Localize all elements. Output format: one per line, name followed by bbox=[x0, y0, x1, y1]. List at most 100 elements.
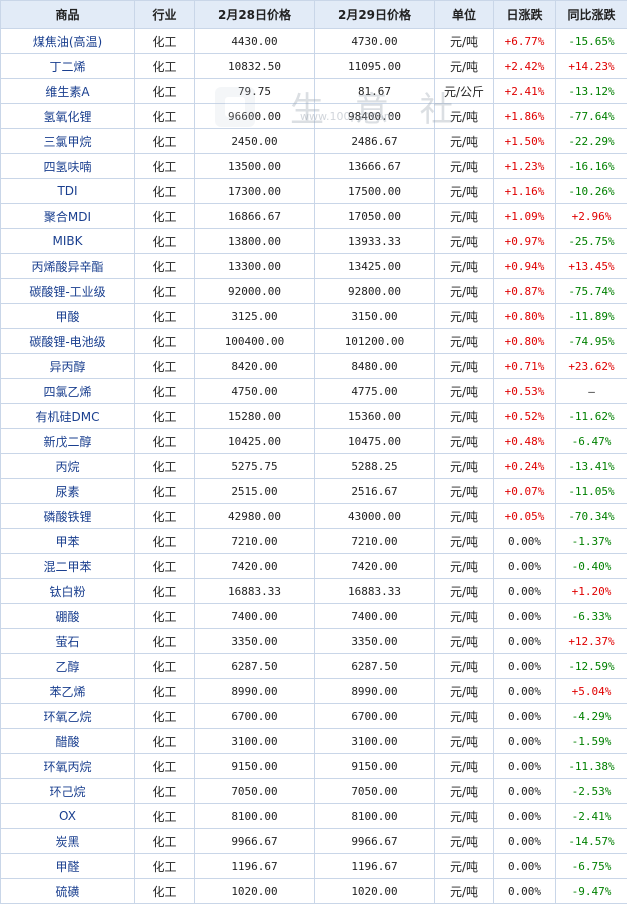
industry-cell: 化工 bbox=[134, 228, 195, 254]
table-row: 苯乙烯 化工 8990.00 8990.00 元/吨 0.00% +5.04% bbox=[0, 678, 627, 704]
product-name-link[interactable]: TDI bbox=[0, 178, 135, 204]
daily-change-cell: 0.00% bbox=[493, 553, 556, 579]
unit-cell: 元/吨 bbox=[434, 703, 494, 729]
yoy-change-cell: +5.04% bbox=[555, 678, 627, 704]
product-name-link[interactable]: 维生素A bbox=[0, 78, 135, 104]
header-price-feb28[interactable]: 2月28日价格 bbox=[194, 0, 315, 29]
industry-cell: 化工 bbox=[134, 453, 195, 479]
price-feb29-cell: 81.67 bbox=[314, 78, 435, 104]
unit-cell: 元/吨 bbox=[434, 128, 494, 154]
table-row: 四氯乙烯 化工 4750.00 4775.00 元/吨 +0.53% — bbox=[0, 378, 627, 404]
product-name-link[interactable]: 醋酸 bbox=[0, 728, 135, 754]
product-name-link[interactable]: 甲酸 bbox=[0, 303, 135, 329]
yoy-change-cell: -75.74% bbox=[555, 278, 627, 304]
product-name-link[interactable]: 甲苯 bbox=[0, 528, 135, 554]
price-feb29-cell: 10475.00 bbox=[314, 428, 435, 454]
product-name-link[interactable]: 丙烷 bbox=[0, 453, 135, 479]
product-name-link[interactable]: 萤石 bbox=[0, 628, 135, 654]
product-name-link[interactable]: 碳酸锂-电池级 bbox=[0, 328, 135, 354]
product-name-link[interactable]: 氢氧化锂 bbox=[0, 103, 135, 129]
price-feb28-cell: 17300.00 bbox=[194, 178, 315, 204]
unit-cell: 元/吨 bbox=[434, 453, 494, 479]
price-feb28-cell: 4750.00 bbox=[194, 378, 315, 404]
product-name-link[interactable]: 异丙醇 bbox=[0, 353, 135, 379]
industry-cell: 化工 bbox=[134, 328, 195, 354]
industry-cell: 化工 bbox=[134, 703, 195, 729]
header-daily-change[interactable]: 日涨跌 bbox=[493, 0, 556, 29]
product-name-link[interactable]: 混二甲苯 bbox=[0, 553, 135, 579]
daily-change-cell: +1.16% bbox=[493, 178, 556, 204]
product-name-link[interactable]: 苯乙烯 bbox=[0, 678, 135, 704]
product-name-link[interactable]: 聚合MDI bbox=[0, 203, 135, 229]
unit-cell: 元/吨 bbox=[434, 528, 494, 554]
industry-cell: 化工 bbox=[134, 528, 195, 554]
product-name-link[interactable]: 煤焦油(高温) bbox=[0, 28, 135, 54]
table-row: 萤石 化工 3350.00 3350.00 元/吨 0.00% +12.37% bbox=[0, 628, 627, 654]
product-name-link[interactable]: 四氢呋喃 bbox=[0, 153, 135, 179]
product-name-link[interactable]: 乙醇 bbox=[0, 653, 135, 679]
header-price-feb29[interactable]: 2月29日价格 bbox=[314, 0, 435, 29]
industry-cell: 化工 bbox=[134, 728, 195, 754]
price-feb29-cell: 13933.33 bbox=[314, 228, 435, 254]
table-row: 四氢呋喃 化工 13500.00 13666.67 元/吨 +1.23% -16.16% bbox=[0, 153, 627, 179]
product-name-link[interactable]: 丁二烯 bbox=[0, 53, 135, 79]
industry-cell: 化工 bbox=[134, 853, 195, 879]
daily-change-cell: +6.77% bbox=[493, 28, 556, 54]
product-name-link[interactable]: 碳酸锂-工业级 bbox=[0, 278, 135, 304]
price-feb28-cell: 5275.75 bbox=[194, 453, 315, 479]
product-name-link[interactable]: 环氧丙烷 bbox=[0, 753, 135, 779]
product-name-link[interactable]: 三氯甲烷 bbox=[0, 128, 135, 154]
price-feb29-cell: 9966.67 bbox=[314, 828, 435, 854]
product-name-link[interactable]: 新戊二醇 bbox=[0, 428, 135, 454]
unit-cell: 元/吨 bbox=[434, 378, 494, 404]
product-name-link[interactable]: 炭黑 bbox=[0, 828, 135, 854]
price-feb29-cell: 2486.67 bbox=[314, 128, 435, 154]
product-name-link[interactable]: 钛白粉 bbox=[0, 578, 135, 604]
product-name-link[interactable]: MIBK bbox=[0, 228, 135, 254]
daily-change-cell: +2.41% bbox=[493, 78, 556, 104]
product-name-link[interactable]: 硼酸 bbox=[0, 603, 135, 629]
daily-change-cell: 0.00% bbox=[493, 853, 556, 879]
yoy-change-cell: -14.57% bbox=[555, 828, 627, 854]
header-yoy-change[interactable]: 同比涨跌 bbox=[555, 0, 627, 29]
yoy-change-cell: -74.95% bbox=[555, 328, 627, 354]
product-name-link[interactable]: 硫磺 bbox=[0, 878, 135, 904]
daily-change-cell: +0.52% bbox=[493, 403, 556, 429]
daily-change-cell: +0.53% bbox=[493, 378, 556, 404]
product-name-link[interactable]: 有机硅DMC bbox=[0, 403, 135, 429]
product-name-link[interactable]: OX bbox=[0, 803, 135, 829]
industry-cell: 化工 bbox=[134, 153, 195, 179]
industry-cell: 化工 bbox=[134, 878, 195, 904]
header-industry[interactable]: 行业 bbox=[134, 0, 195, 29]
daily-change-cell: +0.48% bbox=[493, 428, 556, 454]
product-name-link[interactable]: 丙烯酸异辛酯 bbox=[0, 253, 135, 279]
daily-change-cell: 0.00% bbox=[493, 828, 556, 854]
price-feb28-cell: 13500.00 bbox=[194, 153, 315, 179]
price-feb28-cell: 6287.50 bbox=[194, 653, 315, 679]
product-name-link[interactable]: 尿素 bbox=[0, 478, 135, 504]
table-row: 尿素 化工 2515.00 2516.67 元/吨 +0.07% -11.05% bbox=[0, 478, 627, 504]
price-feb28-cell: 2515.00 bbox=[194, 478, 315, 504]
table-row: 钛白粉 化工 16883.33 16883.33 元/吨 0.00% +1.20% bbox=[0, 578, 627, 604]
price-feb29-cell: 3100.00 bbox=[314, 728, 435, 754]
table-row: 乙醇 化工 6287.50 6287.50 元/吨 0.00% -12.59% bbox=[0, 653, 627, 679]
header-unit[interactable]: 单位 bbox=[434, 0, 494, 29]
daily-change-cell: 0.00% bbox=[493, 653, 556, 679]
price-feb28-cell: 3350.00 bbox=[194, 628, 315, 654]
price-feb28-cell: 15280.00 bbox=[194, 403, 315, 429]
header-product[interactable]: 商品 bbox=[0, 0, 135, 29]
product-name-link[interactable]: 环氧乙烷 bbox=[0, 703, 135, 729]
unit-cell: 元/吨 bbox=[434, 878, 494, 904]
unit-cell: 元/吨 bbox=[434, 853, 494, 879]
price-feb28-cell: 10832.50 bbox=[194, 53, 315, 79]
product-name-link[interactable]: 环己烷 bbox=[0, 778, 135, 804]
product-name-link[interactable]: 磷酸铁锂 bbox=[0, 503, 135, 529]
price-feb28-cell: 13800.00 bbox=[194, 228, 315, 254]
price-feb29-cell: 2516.67 bbox=[314, 478, 435, 504]
yoy-change-cell: -77.64% bbox=[555, 103, 627, 129]
yoy-change-cell: +12.37% bbox=[555, 628, 627, 654]
product-name-link[interactable]: 四氯乙烯 bbox=[0, 378, 135, 404]
daily-change-cell: +1.23% bbox=[493, 153, 556, 179]
table-row: 聚合MDI 化工 16866.67 17050.00 元/吨 +1.09% +2.96% bbox=[0, 203, 627, 229]
product-name-link[interactable]: 甲醛 bbox=[0, 853, 135, 879]
